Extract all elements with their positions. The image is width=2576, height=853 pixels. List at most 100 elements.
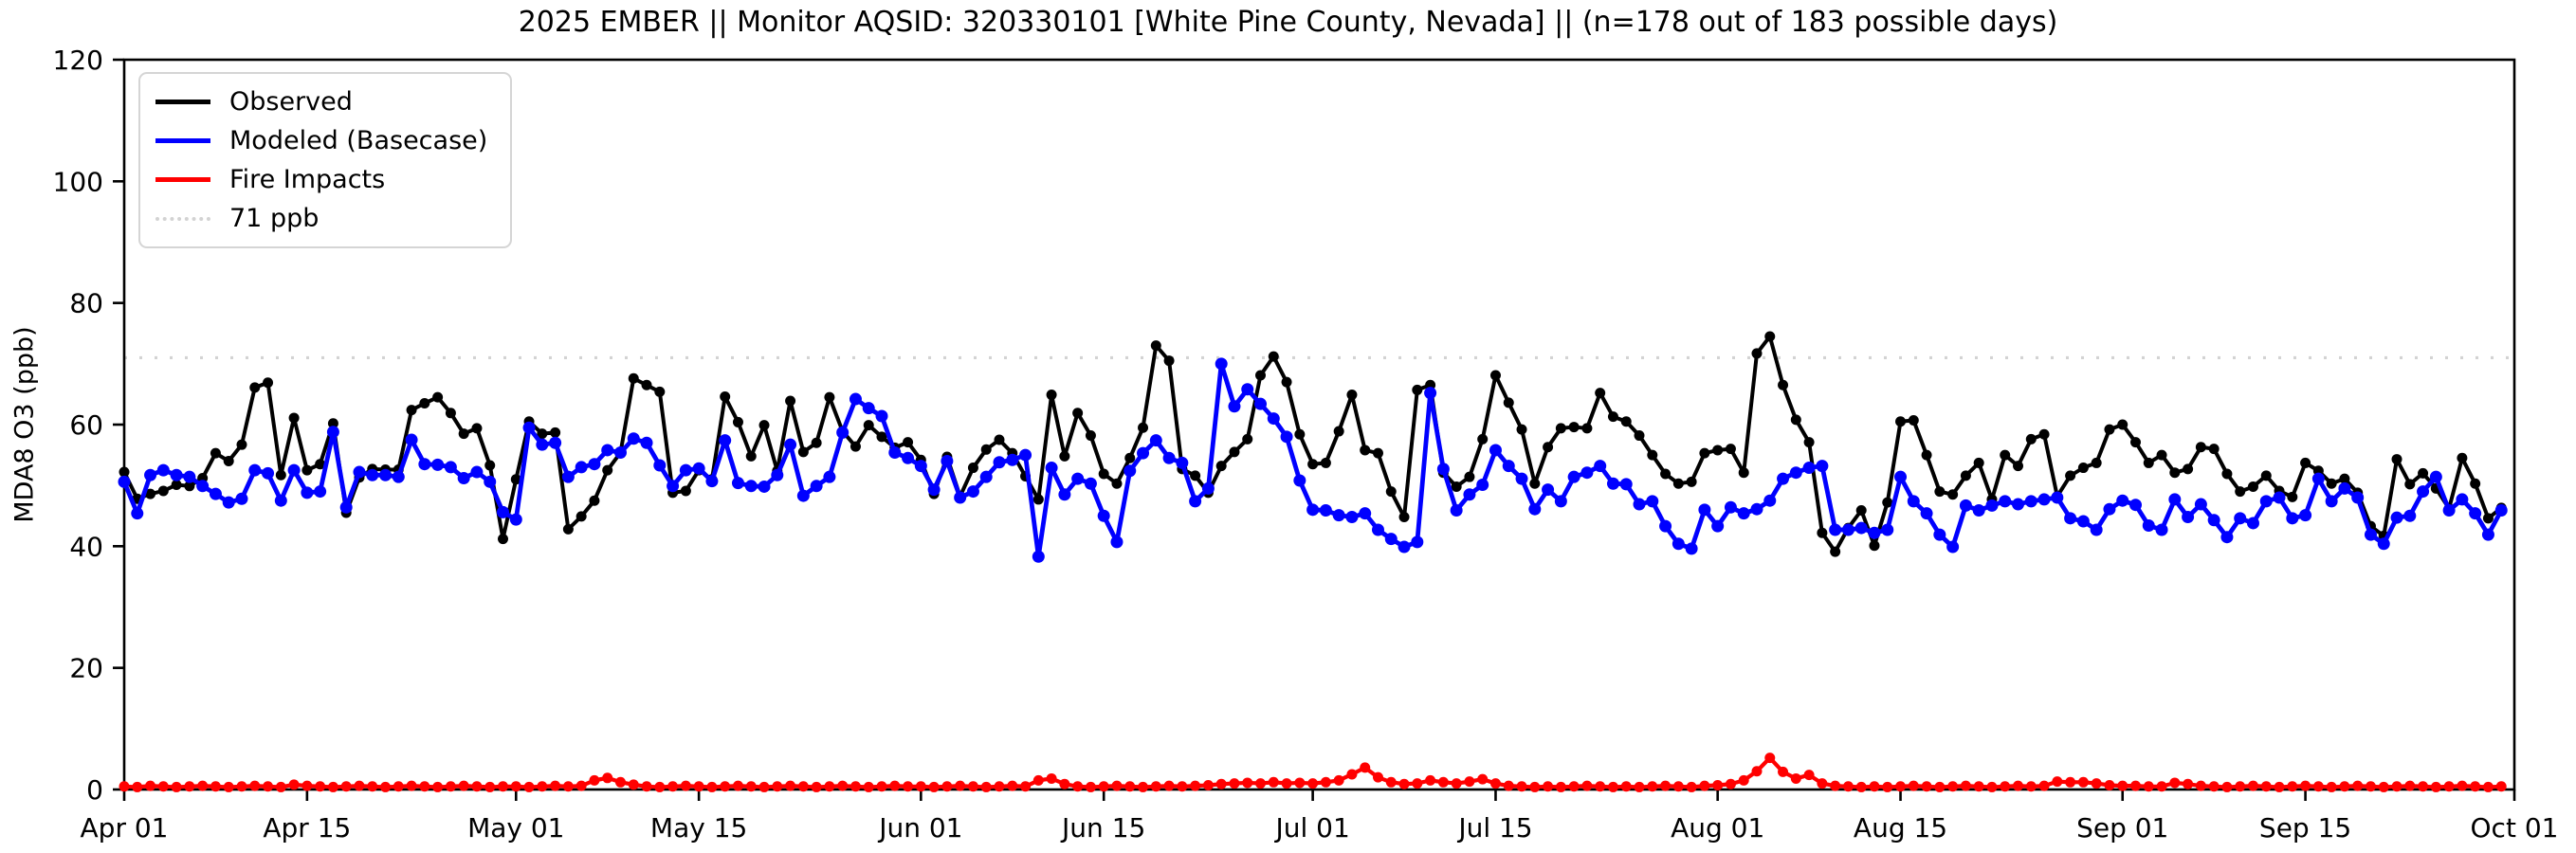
data-point (1881, 523, 1894, 536)
data-point (1007, 780, 1018, 791)
data-point (1163, 355, 1175, 367)
data-point (1267, 412, 1280, 426)
data-point (223, 781, 234, 792)
data-point (2000, 449, 2011, 461)
data-point (889, 780, 901, 791)
data-point (2365, 781, 2376, 792)
data-point (1059, 778, 1070, 789)
data-point (561, 470, 575, 483)
data-point (1215, 778, 1227, 789)
data-point (744, 480, 758, 493)
data-point (184, 781, 195, 792)
data-point (2077, 776, 2089, 788)
data-point (2260, 781, 2272, 792)
data-point (1281, 376, 1292, 388)
data-point (2494, 503, 2508, 517)
data-point (1436, 463, 1450, 476)
x-tick-label: Jun 15 (1060, 812, 1145, 844)
data-point (1385, 486, 1397, 498)
data-point (2235, 781, 2246, 792)
data-point (1424, 387, 1437, 400)
data-point (367, 781, 378, 792)
data-point (484, 460, 496, 471)
data-point (732, 780, 743, 791)
data-point (667, 480, 680, 493)
data-point (287, 463, 301, 477)
data-point (2169, 777, 2181, 789)
data-point (171, 480, 182, 491)
fire-line-swatch (155, 177, 210, 182)
data-point (2221, 781, 2233, 792)
data-point (1869, 540, 1880, 552)
data-point (1072, 408, 1084, 419)
data-point (1686, 476, 1697, 487)
data-point (497, 505, 510, 518)
data-point (1464, 471, 1475, 482)
legend-item-fire: Fire Impacts (155, 165, 487, 194)
data-point (2090, 523, 2103, 536)
data-point (1097, 509, 1110, 522)
data-point (445, 408, 456, 419)
data-point (2091, 457, 2102, 468)
data-point (601, 444, 614, 457)
data-point (1046, 772, 1057, 784)
data-point (326, 426, 339, 439)
data-point (1790, 414, 1801, 426)
data-point (1634, 430, 1645, 442)
data-point (888, 446, 902, 460)
data-point (1606, 477, 1619, 490)
data-point (288, 412, 300, 424)
data-point (2338, 481, 2351, 495)
data-point (1802, 462, 1816, 475)
data-point (1777, 472, 1790, 485)
data-point (522, 421, 536, 434)
data-point (170, 468, 183, 481)
data-point (536, 438, 549, 451)
data-point (1986, 781, 1998, 792)
data-point (2390, 511, 2403, 524)
data-point (863, 781, 874, 792)
data-point (1111, 478, 1123, 489)
data-point (1946, 540, 1960, 554)
data-point (1619, 478, 1633, 491)
data-point (1346, 769, 1358, 780)
data-point (1360, 762, 1371, 773)
data-point (1554, 495, 1567, 508)
data-point (628, 372, 639, 384)
data-point (811, 437, 822, 448)
data-point (1359, 507, 1372, 520)
data-point (1789, 466, 1802, 480)
data-point (1947, 781, 1959, 792)
data-point (1137, 446, 1150, 460)
data-point (236, 781, 247, 792)
data-point (1817, 778, 1828, 789)
data-point (183, 470, 196, 483)
data-point (444, 461, 457, 474)
data-point (1032, 494, 1044, 505)
data-point (2103, 502, 2116, 516)
data-point (1072, 781, 1084, 792)
data-point (1085, 430, 1096, 442)
data-point (2195, 780, 2206, 791)
data-point (784, 438, 797, 451)
data-point (1242, 433, 1253, 445)
data-point (2299, 509, 2312, 522)
data-point (1058, 488, 1071, 501)
data-point (2482, 513, 2494, 524)
data-point (1071, 472, 1085, 485)
data-point (979, 470, 993, 483)
data-point (1045, 462, 1058, 475)
data-point (1150, 781, 1161, 792)
data-point (2417, 485, 2430, 499)
data-point (1764, 331, 1776, 342)
data-point (1503, 397, 1514, 408)
data-point (875, 409, 888, 423)
data-point (2116, 494, 2129, 507)
data-point (1215, 357, 1228, 371)
data-point (235, 492, 248, 505)
data-point (1817, 527, 1828, 538)
data-point (2418, 467, 2429, 479)
data-point (914, 460, 927, 473)
data-point (602, 464, 613, 476)
data-point (2142, 519, 2155, 533)
